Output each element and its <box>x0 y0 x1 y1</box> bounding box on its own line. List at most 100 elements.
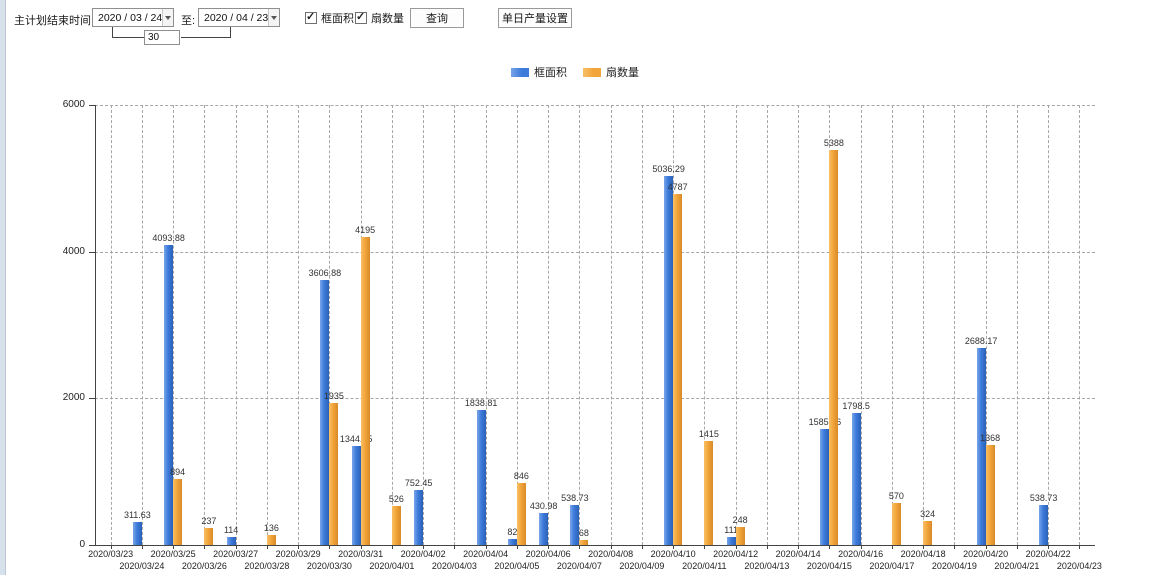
x-axis <box>95 545 1095 546</box>
x-axis-tick <box>704 545 706 549</box>
bar-frame-area <box>414 489 424 545</box>
x-axis-label: 2020/04/12 <box>713 549 759 559</box>
checkbox-fan-count[interactable]: 扇数量 <box>355 10 404 26</box>
x-axis-tick <box>485 545 487 549</box>
connector-line <box>230 27 231 38</box>
date-to-picker[interactable]: 2020 / 04 / 23 <box>198 8 280 27</box>
checkbox-frame-area-label: 框面积 <box>321 13 354 25</box>
x-axis-label: 2020/04/10 <box>650 549 696 559</box>
interval-days-input[interactable]: 30 <box>144 30 180 45</box>
x-axis-tick <box>673 545 675 549</box>
bar-frame-area <box>320 280 330 545</box>
bar-value-label: 237 <box>201 515 217 526</box>
x-axis-tick <box>360 545 362 549</box>
x-axis-tick <box>329 545 331 549</box>
gridline-vertical <box>548 105 550 545</box>
query-button[interactable]: 查询 <box>410 8 464 28</box>
gridline-vertical <box>516 105 518 545</box>
y-axis-tick <box>89 545 95 546</box>
bar-value-label: 894 <box>170 467 186 478</box>
legend-entry-fan-count[interactable]: 扇数量 <box>583 64 639 80</box>
x-axis-label: 2020/04/17 <box>869 561 915 571</box>
chart-legend: 框面积 扇数量 <box>0 64 1150 80</box>
bar-value-label: 1344.95 <box>339 434 373 445</box>
bar-value-label: 248 <box>732 514 748 525</box>
bar-value-label: 136 <box>263 523 279 534</box>
bar-fan-count <box>173 479 183 545</box>
x-axis-tick <box>1048 545 1050 549</box>
x-axis-tick <box>266 545 268 549</box>
legend-entry-frame-area[interactable]: 框面积 <box>511 64 567 80</box>
x-axis-label: 2020/03/26 <box>181 561 227 571</box>
x-axis-label: 2020/04/20 <box>963 549 1009 559</box>
x-axis-tick <box>985 545 987 549</box>
bar-value-label: 1935 <box>323 391 344 402</box>
y-axis-tick <box>89 398 95 400</box>
bar-fan-count <box>204 527 214 545</box>
x-axis-tick <box>1079 545 1081 549</box>
x-axis-label: 2020/04/09 <box>619 561 665 571</box>
bar-value-label: 4093.88 <box>152 232 185 243</box>
x-axis-tick <box>141 545 143 549</box>
x-axis-label: 2020/04/21 <box>994 561 1040 571</box>
x-axis-tick <box>766 545 768 549</box>
gridline-vertical <box>454 105 456 545</box>
gridline-vertical <box>141 105 143 545</box>
bar-frame-area <box>132 522 142 545</box>
gridline-vertical <box>1048 105 1050 545</box>
bar-frame-area <box>976 347 986 545</box>
bar-frame-area <box>1039 505 1049 545</box>
checkbox-check-icon <box>355 10 367 24</box>
bar-fan-count <box>579 540 589 545</box>
x-axis-label: 2020/04/04 <box>463 549 509 559</box>
gridline-vertical <box>173 105 175 545</box>
daily-output-settings-button[interactable]: 单日产量设置 <box>498 8 572 28</box>
bar-value-label: 1368 <box>980 432 1001 443</box>
bar-value-label: 1585.96 <box>808 416 842 427</box>
bar-value-label: 68 <box>578 528 589 538</box>
x-axis-label: 2020/03/31 <box>338 549 384 559</box>
x-axis-label: 2020/04/03 <box>431 561 477 571</box>
x-axis-tick <box>423 545 425 549</box>
gridline-horizontal <box>95 398 1095 400</box>
x-axis-tick <box>923 545 925 549</box>
checkbox-frame-area[interactable]: 框面积 <box>305 10 354 26</box>
gridline-vertical <box>891 105 893 545</box>
x-axis-tick <box>735 545 737 549</box>
legend-label-frame-area: 框面积 <box>534 67 567 79</box>
bar-value-label: 538.73 <box>1029 493 1058 504</box>
bar-fan-count <box>516 482 526 545</box>
date-to-dropdown-button[interactable] <box>268 9 279 26</box>
checkbox-fan-count-label: 扇数量 <box>371 13 404 25</box>
chevron-down-icon <box>271 15 278 20</box>
bar-fan-count <box>391 506 401 545</box>
bar-value-label: 1798.5 <box>842 401 870 412</box>
bar-fan-count <box>329 403 339 545</box>
x-axis-tick <box>298 545 300 549</box>
gridline-vertical <box>391 105 393 545</box>
bar-frame-area <box>820 428 830 545</box>
gridline-vertical <box>1079 105 1081 545</box>
bar-frame-area <box>539 513 549 545</box>
gridline-vertical <box>985 105 987 545</box>
window-edge-strip <box>0 0 6 575</box>
x-axis-tick <box>548 545 550 549</box>
x-axis-label: 2020/04/16 <box>838 549 884 559</box>
bar-value-label: 2688.17 <box>964 335 998 346</box>
bar-value-label: 1838.81 <box>464 398 498 409</box>
bar-value-label: 846 <box>513 470 529 481</box>
gridline-vertical <box>798 105 800 545</box>
x-axis-label: 2020/04/14 <box>775 549 821 559</box>
bar-value-label: 1415 <box>698 429 719 440</box>
gridline-vertical <box>923 105 925 545</box>
date-from-dropdown-button[interactable] <box>162 9 173 26</box>
legend-label-fan-count: 扇数量 <box>606 67 639 79</box>
gridline-vertical <box>641 105 643 545</box>
to-label: 至: <box>181 15 196 27</box>
bar-frame-area <box>351 446 361 545</box>
connector-line <box>181 37 231 38</box>
x-axis-tick <box>110 545 112 549</box>
x-axis-label: 2020/03/25 <box>150 549 196 559</box>
date-from-picker[interactable]: 2020 / 03 / 24 <box>92 8 174 27</box>
